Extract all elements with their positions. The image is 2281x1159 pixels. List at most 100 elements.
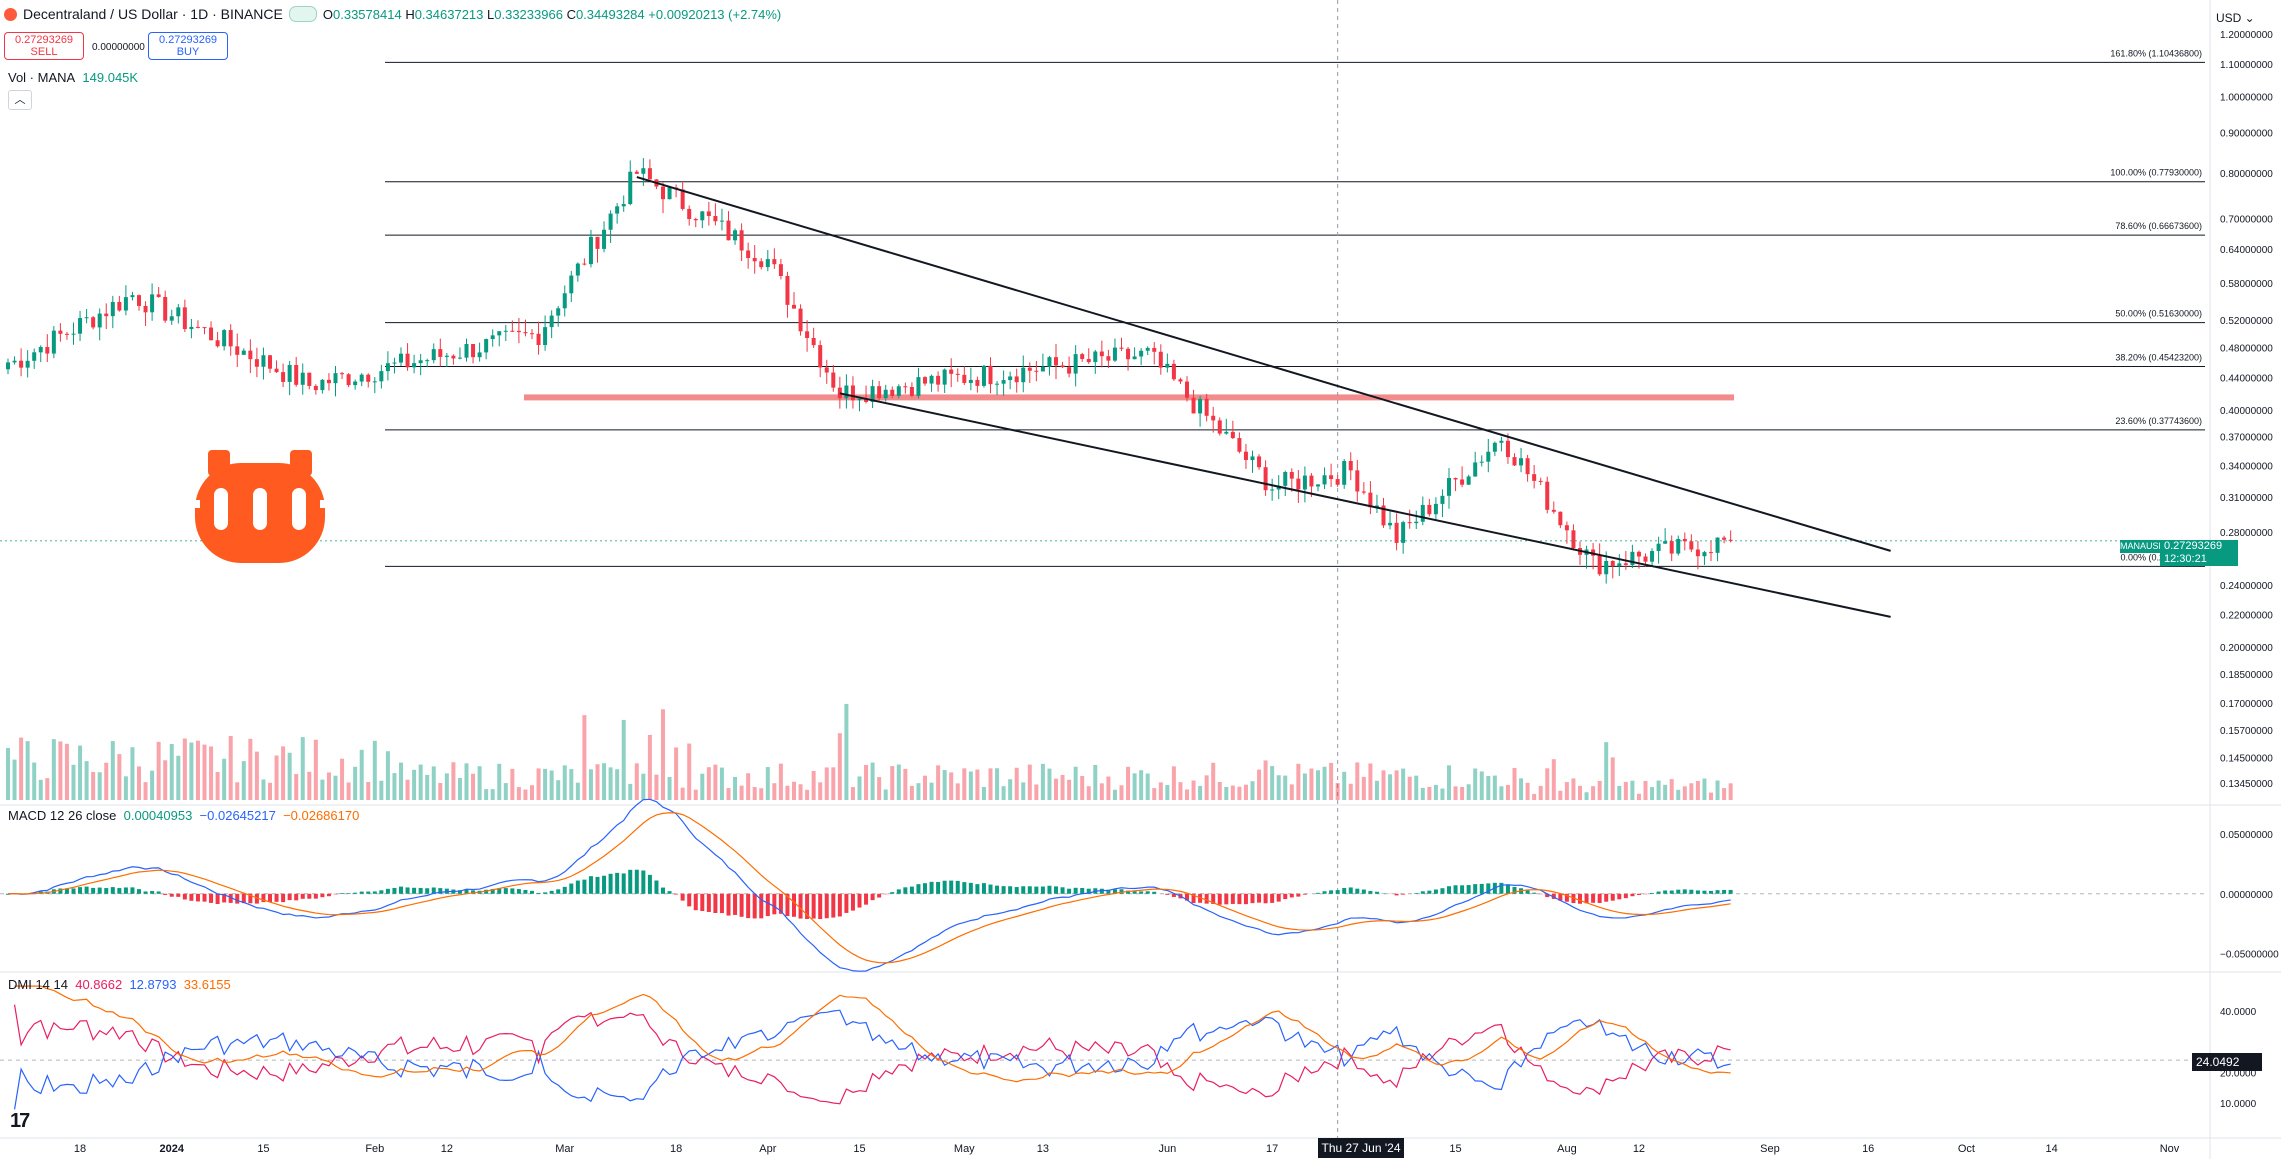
macd-histogram-bar: [536, 892, 541, 894]
macd-histogram-bar: [1695, 890, 1700, 894]
macd-histogram-bar: [1636, 893, 1641, 895]
candle-body: [1551, 509, 1556, 512]
macd-legend[interactable]: MACD 12 26 close 0.00040953 −0.02645217 …: [8, 808, 360, 823]
volume-bar: [182, 738, 187, 800]
volume-bar: [1368, 763, 1373, 800]
volume-bar: [713, 764, 718, 800]
macd-histogram-bar: [1211, 893, 1216, 904]
candle-body: [1139, 350, 1144, 357]
macd-histogram-bar: [595, 876, 600, 894]
macd-histogram-bar: [457, 890, 462, 894]
macd-histogram-bar: [91, 887, 96, 894]
macd-histogram-bar: [654, 880, 659, 894]
candle-body: [1650, 551, 1655, 562]
channel-upper-line: [636, 176, 1891, 552]
price-tick-label: 0.28000000: [2220, 528, 2273, 539]
macd-histogram-bar: [1663, 890, 1668, 894]
candle-body: [1643, 556, 1648, 562]
macd-histogram-bar: [1689, 889, 1694, 894]
volume-bar: [1329, 762, 1334, 800]
volume-bar: [628, 783, 633, 800]
volume-bar: [320, 779, 325, 800]
macd-histogram-bar: [182, 893, 187, 900]
sell-label: SELL: [30, 46, 58, 58]
macd-histogram-bar: [772, 893, 777, 915]
volume-bar: [1119, 785, 1124, 800]
volume-bar: [674, 747, 679, 800]
candle-body: [471, 344, 476, 358]
volume-bar: [1630, 780, 1635, 800]
volume-bar: [1021, 782, 1026, 800]
macd-histogram-bar: [739, 893, 744, 917]
dmi-legend[interactable]: DMI 14 14 40.8662 12.8793 33.6155: [8, 977, 231, 992]
candle-body: [778, 264, 783, 277]
volume-bar: [752, 787, 757, 800]
macd-histogram-bar: [1329, 890, 1334, 894]
tradingview-logo-icon[interactable]: 17: [10, 1110, 30, 1132]
candle-body: [248, 350, 253, 360]
volume-bar: [1067, 779, 1072, 800]
candle-body: [1361, 491, 1366, 493]
buy-button[interactable]: 0.27293269 BUY: [148, 32, 228, 60]
volume-bar: [850, 787, 855, 800]
volume-legend[interactable]: Vol · MANA 149.045K: [8, 70, 139, 85]
macd-histogram-bar: [195, 893, 200, 902]
macd-histogram-bar: [1447, 886, 1451, 894]
candle-body: [189, 326, 194, 330]
time-tick-label: Jun: [1158, 1143, 1176, 1155]
candle-body: [1073, 354, 1078, 374]
volume-bar: [137, 766, 141, 800]
volume-bar: [1394, 770, 1399, 800]
macd-histogram-bar: [359, 891, 364, 894]
macd-histogram-bar: [1564, 893, 1569, 902]
macd-histogram-bar: [1257, 893, 1262, 903]
candle-body: [1263, 467, 1268, 491]
macd-histogram-bar: [1473, 884, 1478, 894]
time-tick-label: 15: [853, 1143, 865, 1155]
macd-histogram-bar: [1191, 893, 1196, 904]
volume-bar: [176, 755, 181, 800]
volume-bar: [438, 782, 443, 800]
candle-body: [785, 276, 790, 305]
candle-body: [1224, 431, 1229, 434]
volume-bar: [313, 739, 318, 800]
market-status-icon[interactable]: [288, 6, 317, 22]
candle-body: [346, 374, 351, 386]
volume-bar: [241, 761, 246, 800]
volume-bar: [189, 742, 194, 800]
collapse-legend-button[interactable]: ︿: [8, 90, 32, 110]
candle-body: [1427, 504, 1432, 515]
volume-bar: [1217, 782, 1222, 800]
sell-button[interactable]: 0.27293269 SELL: [4, 32, 84, 60]
candle-body: [752, 257, 757, 262]
macd-histogram-bar: [1237, 893, 1242, 905]
currency-selector[interactable]: USD ⌄: [2216, 11, 2255, 25]
candle-body: [51, 330, 56, 354]
volume-bar: [608, 767, 613, 800]
macd-histogram-bar: [1073, 887, 1078, 894]
volume-bar: [392, 773, 397, 800]
volume-bar: [1728, 783, 1733, 800]
volume-bar: [1047, 768, 1052, 800]
macd-histogram-bar: [1499, 882, 1504, 894]
macd-histogram-bar: [995, 885, 1000, 894]
candle-body: [1021, 367, 1026, 383]
volume-bar: [163, 760, 168, 800]
volume-bar: [78, 745, 83, 800]
macd-histogram-bar: [64, 888, 69, 894]
price-tick-label: 0.64000000: [2220, 245, 2273, 256]
volume-bar: [588, 769, 593, 800]
macd-histogram-bar: [1669, 890, 1674, 894]
candle-body: [45, 347, 50, 354]
candle-body: [1728, 539, 1733, 541]
candle-body: [909, 386, 914, 396]
macd-histogram-bar: [1145, 891, 1150, 894]
candle-body: [805, 331, 810, 338]
symbol-title[interactable]: Decentraland / US Dollar · 1D · BINANCE: [23, 6, 283, 22]
volume-bar: [1211, 762, 1216, 800]
candle-body: [123, 297, 128, 311]
volume-bar: [1185, 789, 1189, 800]
volume-bar: [1551, 759, 1556, 800]
candle-body: [1230, 431, 1235, 439]
